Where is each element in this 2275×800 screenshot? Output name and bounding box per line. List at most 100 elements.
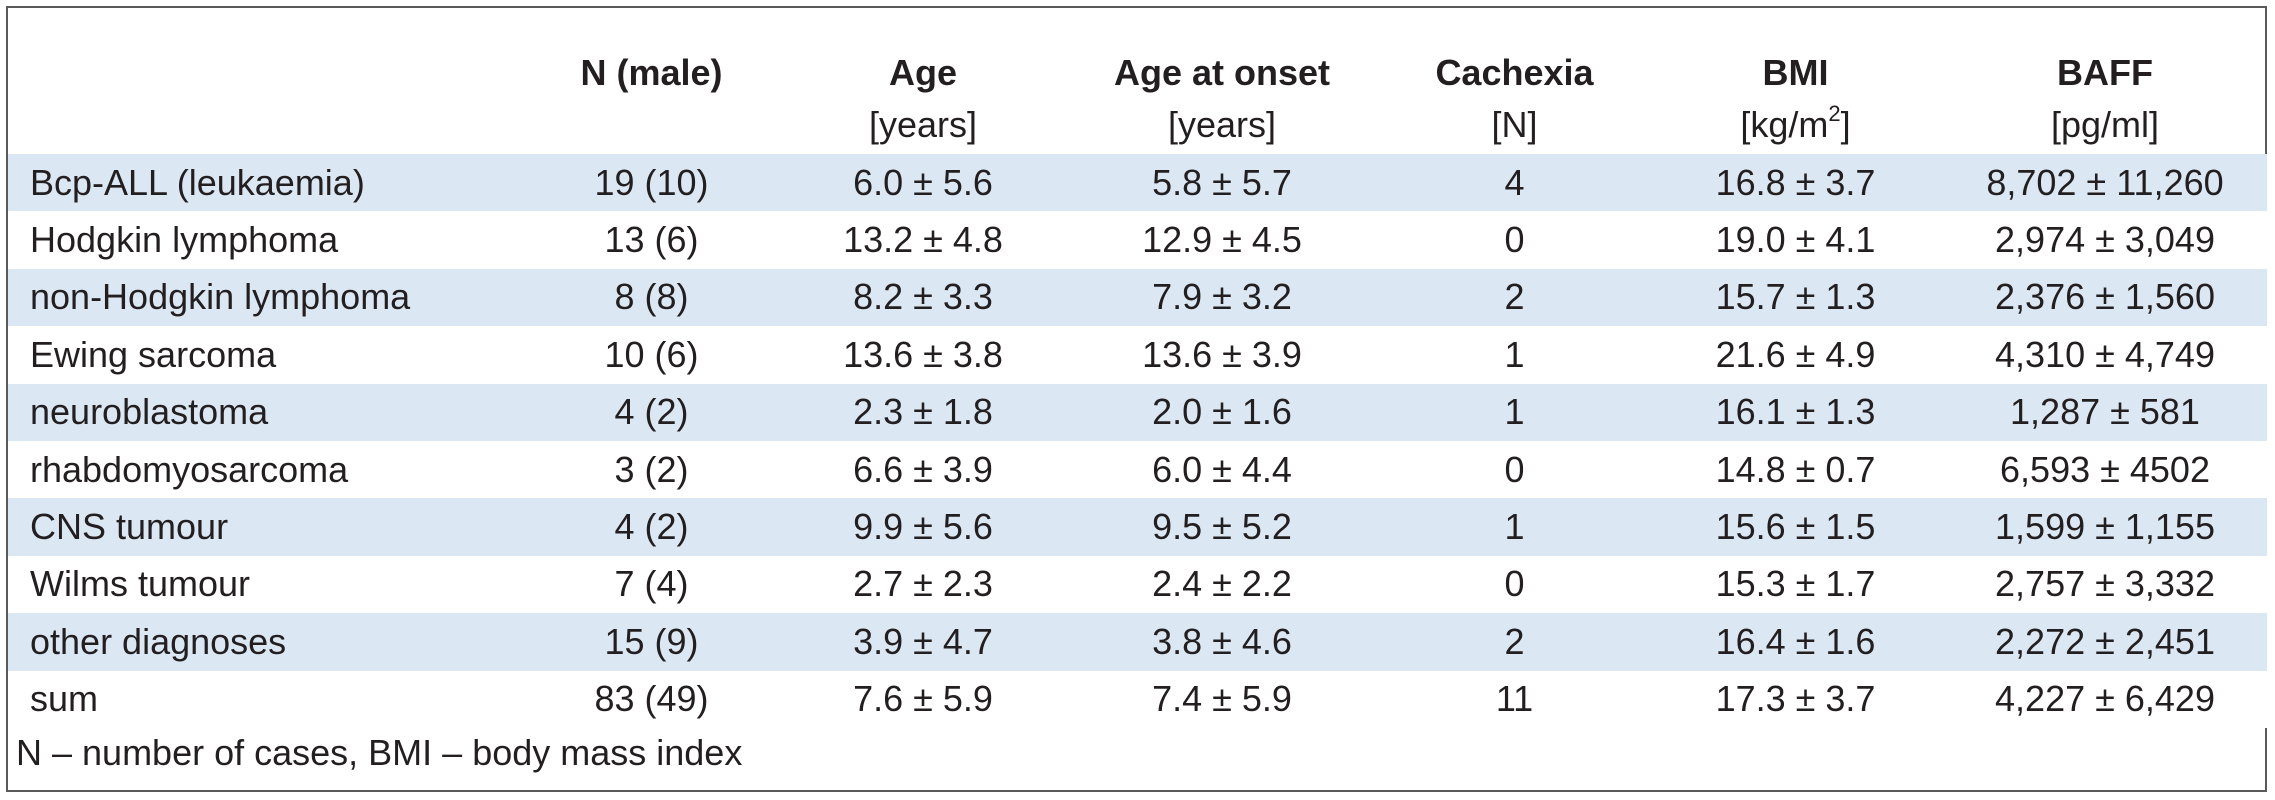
cell-age: 3.9 ± 4.7 (783, 613, 1063, 671)
cell-n-male: 83 (49) (520, 670, 783, 728)
cell-diagnosis: CNS tumour (8, 498, 520, 556)
cell-age: 2.3 ± 1.8 (783, 383, 1063, 441)
cell-n-male: 3 (2) (520, 440, 783, 499)
unit-diagnosis (8, 96, 520, 154)
units-row: [years] [years] [N] [kg/m2] [pg/ml] (8, 96, 2267, 154)
cell-baff: 2,272 ± 2,451 (1943, 613, 2267, 671)
table-row: CNS tumour 4 (2) 9.9 ± 5.6 9.5 ± 5.2 1 15.6 ±… (8, 498, 2267, 556)
cell-cachexia: 1 (1381, 498, 1648, 556)
cell-baff: 6,593 ± 4502 (1943, 440, 2267, 499)
cell-cachexia: 0 (1381, 555, 1648, 614)
cell-diagnosis: rhabdomyosarcoma (8, 440, 520, 499)
cell-age-at-onset: 3.8 ± 4.6 (1063, 613, 1381, 671)
cell-age: 6.0 ± 5.6 (783, 154, 1063, 212)
cell-bmi: 17.3 ± 3.7 (1648, 670, 1943, 728)
cell-cachexia: 1 (1381, 326, 1648, 384)
cell-n-male: 15 (9) (520, 613, 783, 671)
cell-bmi: 16.8 ± 3.7 (1648, 154, 1943, 212)
cell-cachexia: 2 (1381, 613, 1648, 671)
cell-age-at-onset: 7.4 ± 5.9 (1063, 670, 1381, 728)
cell-baff: 1,287 ± 581 (1943, 383, 2267, 441)
footnote: N – number of cases, BMI – body mass ind… (16, 732, 743, 773)
header-cachexia: Cachexia (1435, 52, 1594, 93)
header-age: Age (888, 52, 957, 93)
cell-bmi: 14.8 ± 0.7 (1648, 440, 1943, 499)
cell-baff: 2,376 ± 1,560 (1943, 268, 2267, 327)
cell-age-at-onset: 2.4 ± 2.2 (1063, 555, 1381, 614)
cell-cachexia: 0 (1381, 440, 1648, 499)
cell-age: 13.6 ± 3.8 (783, 326, 1063, 384)
header-bmi: BMI (1762, 52, 1829, 93)
cell-age: 7.6 ± 5.9 (783, 670, 1063, 728)
cell-cachexia: 1 (1381, 383, 1648, 441)
cell-age-at-onset: 12.9 ± 4.5 (1063, 211, 1381, 269)
cell-n-male: 13 (6) (520, 211, 783, 269)
cell-diagnosis: neuroblastoma (8, 383, 520, 441)
header-age-at-onset: Age at onset (1113, 52, 1331, 93)
cell-age-at-onset: 6.0 ± 4.4 (1063, 440, 1381, 499)
cell-bmi: 16.4 ± 1.6 (1648, 613, 1943, 671)
cell-baff: 2,974 ± 3,049 (1943, 211, 2267, 269)
cell-cachexia: 2 (1381, 268, 1648, 327)
cell-diagnosis: Hodgkin lymphoma (8, 211, 520, 269)
unit-age: [years] (868, 104, 978, 145)
cell-n-male: 4 (2) (520, 383, 783, 441)
unit-age-at-onset: [years] (1167, 104, 1277, 145)
cell-age: 6.6 ± 3.9 (783, 440, 1063, 499)
cell-n-male: 10 (6) (520, 326, 783, 384)
cell-bmi: 21.6 ± 4.9 (1648, 326, 1943, 384)
cell-diagnosis: non-Hodgkin lymphoma (8, 268, 520, 327)
table-row: Hodgkin lymphoma 13 (6) 13.2 ± 4.8 12.9 ± 4… (8, 211, 2267, 269)
cell-age-at-onset: 13.6 ± 3.9 (1063, 326, 1381, 384)
cell-bmi: 15.7 ± 1.3 (1648, 268, 1943, 327)
cell-baff: 1,599 ± 1,155 (1943, 498, 2267, 556)
table-row: Wilms tumour 7 (4) 2.7 ± 2.3 2.4 ± 2.2 0 15.3… (8, 555, 2267, 614)
table-row: Bcp-ALL (leukaemia) 19 (10) 6.0 ± 5.6 5.8 ±… (8, 154, 2267, 212)
cell-baff: 4,227 ± 6,429 (1943, 670, 2267, 728)
cell-bmi: 15.6 ± 1.5 (1648, 498, 1943, 556)
cell-bmi: 19.0 ± 4.1 (1648, 211, 1943, 269)
cell-age: 8.2 ± 3.3 (783, 268, 1063, 327)
cell-age-at-onset: 9.5 ± 5.2 (1063, 498, 1381, 556)
cell-diagnosis: Wilms tumour (8, 555, 520, 614)
header-row: N (male) Age Age at onset Cachexia BMI B… (8, 20, 2267, 96)
cell-age: 9.9 ± 5.6 (783, 498, 1063, 556)
unit-cachexia: [N] (1491, 104, 1538, 145)
cell-baff: 2,757 ± 3,332 (1943, 555, 2267, 614)
cell-n-male: 4 (2) (520, 498, 783, 556)
cell-n-male: 7 (4) (520, 555, 783, 614)
cell-cachexia: 0 (1381, 211, 1648, 269)
cell-n-male: 8 (8) (520, 268, 783, 327)
cell-diagnosis: Bcp-ALL (leukaemia) (8, 154, 520, 212)
unit-bmi-close: ] (1840, 104, 1851, 145)
header-baff: BAFF (2057, 52, 2153, 93)
cell-age: 13.2 ± 4.8 (783, 211, 1063, 269)
table-row: neuroblastoma 4 (2) 2.3 ± 1.8 2.0 ± 1.6 1 16.… (8, 383, 2267, 441)
header-n-male: N (male) (580, 52, 723, 93)
table-row: non-Hodgkin lymphoma 8 (8) 8.2 ± 3.3 7.9 ± … (8, 268, 2267, 327)
cell-baff: 8,702 ± 11,260 (1943, 154, 2267, 212)
unit-baff: [pg/ml] (2050, 104, 2160, 145)
cell-cachexia: 11 (1381, 670, 1648, 728)
table-row: other diagnoses 15 (9) 3.9 ± 4.7 3.8 ± 4.6 2… (8, 613, 2267, 671)
unit-n-male (520, 96, 783, 154)
cell-diagnosis: sum (8, 670, 520, 728)
unit-bmi-superscript: 2 (1828, 101, 1841, 126)
cell-age-at-onset: 2.0 ± 1.6 (1063, 383, 1381, 441)
table-row: sum 83 (49) 7.6 ± 5.9 7.4 ± 5.9 11 17.3 ± 3.7… (8, 670, 2267, 728)
data-table: N (male) Age Age at onset Cachexia BMI B… (8, 20, 2267, 728)
cell-n-male: 19 (10) (520, 154, 783, 212)
cell-bmi: 16.1 ± 1.3 (1648, 383, 1943, 441)
cell-baff: 4,310 ± 4,749 (1943, 326, 2267, 384)
cell-bmi: 15.3 ± 1.7 (1648, 555, 1943, 614)
header-diagnosis (8, 20, 520, 96)
unit-bmi-base: [kg/m (1740, 104, 1829, 145)
cell-diagnosis: Ewing sarcoma (8, 326, 520, 384)
cell-cachexia: 4 (1381, 154, 1648, 212)
cell-diagnosis: other diagnoses (8, 613, 520, 671)
table-row: rhabdomyosarcoma 3 (2) 6.6 ± 3.9 6.0 ± 4.4 0… (8, 440, 2267, 499)
table-row: Ewing sarcoma 10 (6) 13.6 ± 3.8 13.6 ± 3.9 1… (8, 326, 2267, 384)
cell-age-at-onset: 5.8 ± 5.7 (1063, 154, 1381, 212)
unit-bmi: [kg/m2] (1648, 96, 1943, 154)
cell-age-at-onset: 7.9 ± 3.2 (1063, 268, 1381, 327)
